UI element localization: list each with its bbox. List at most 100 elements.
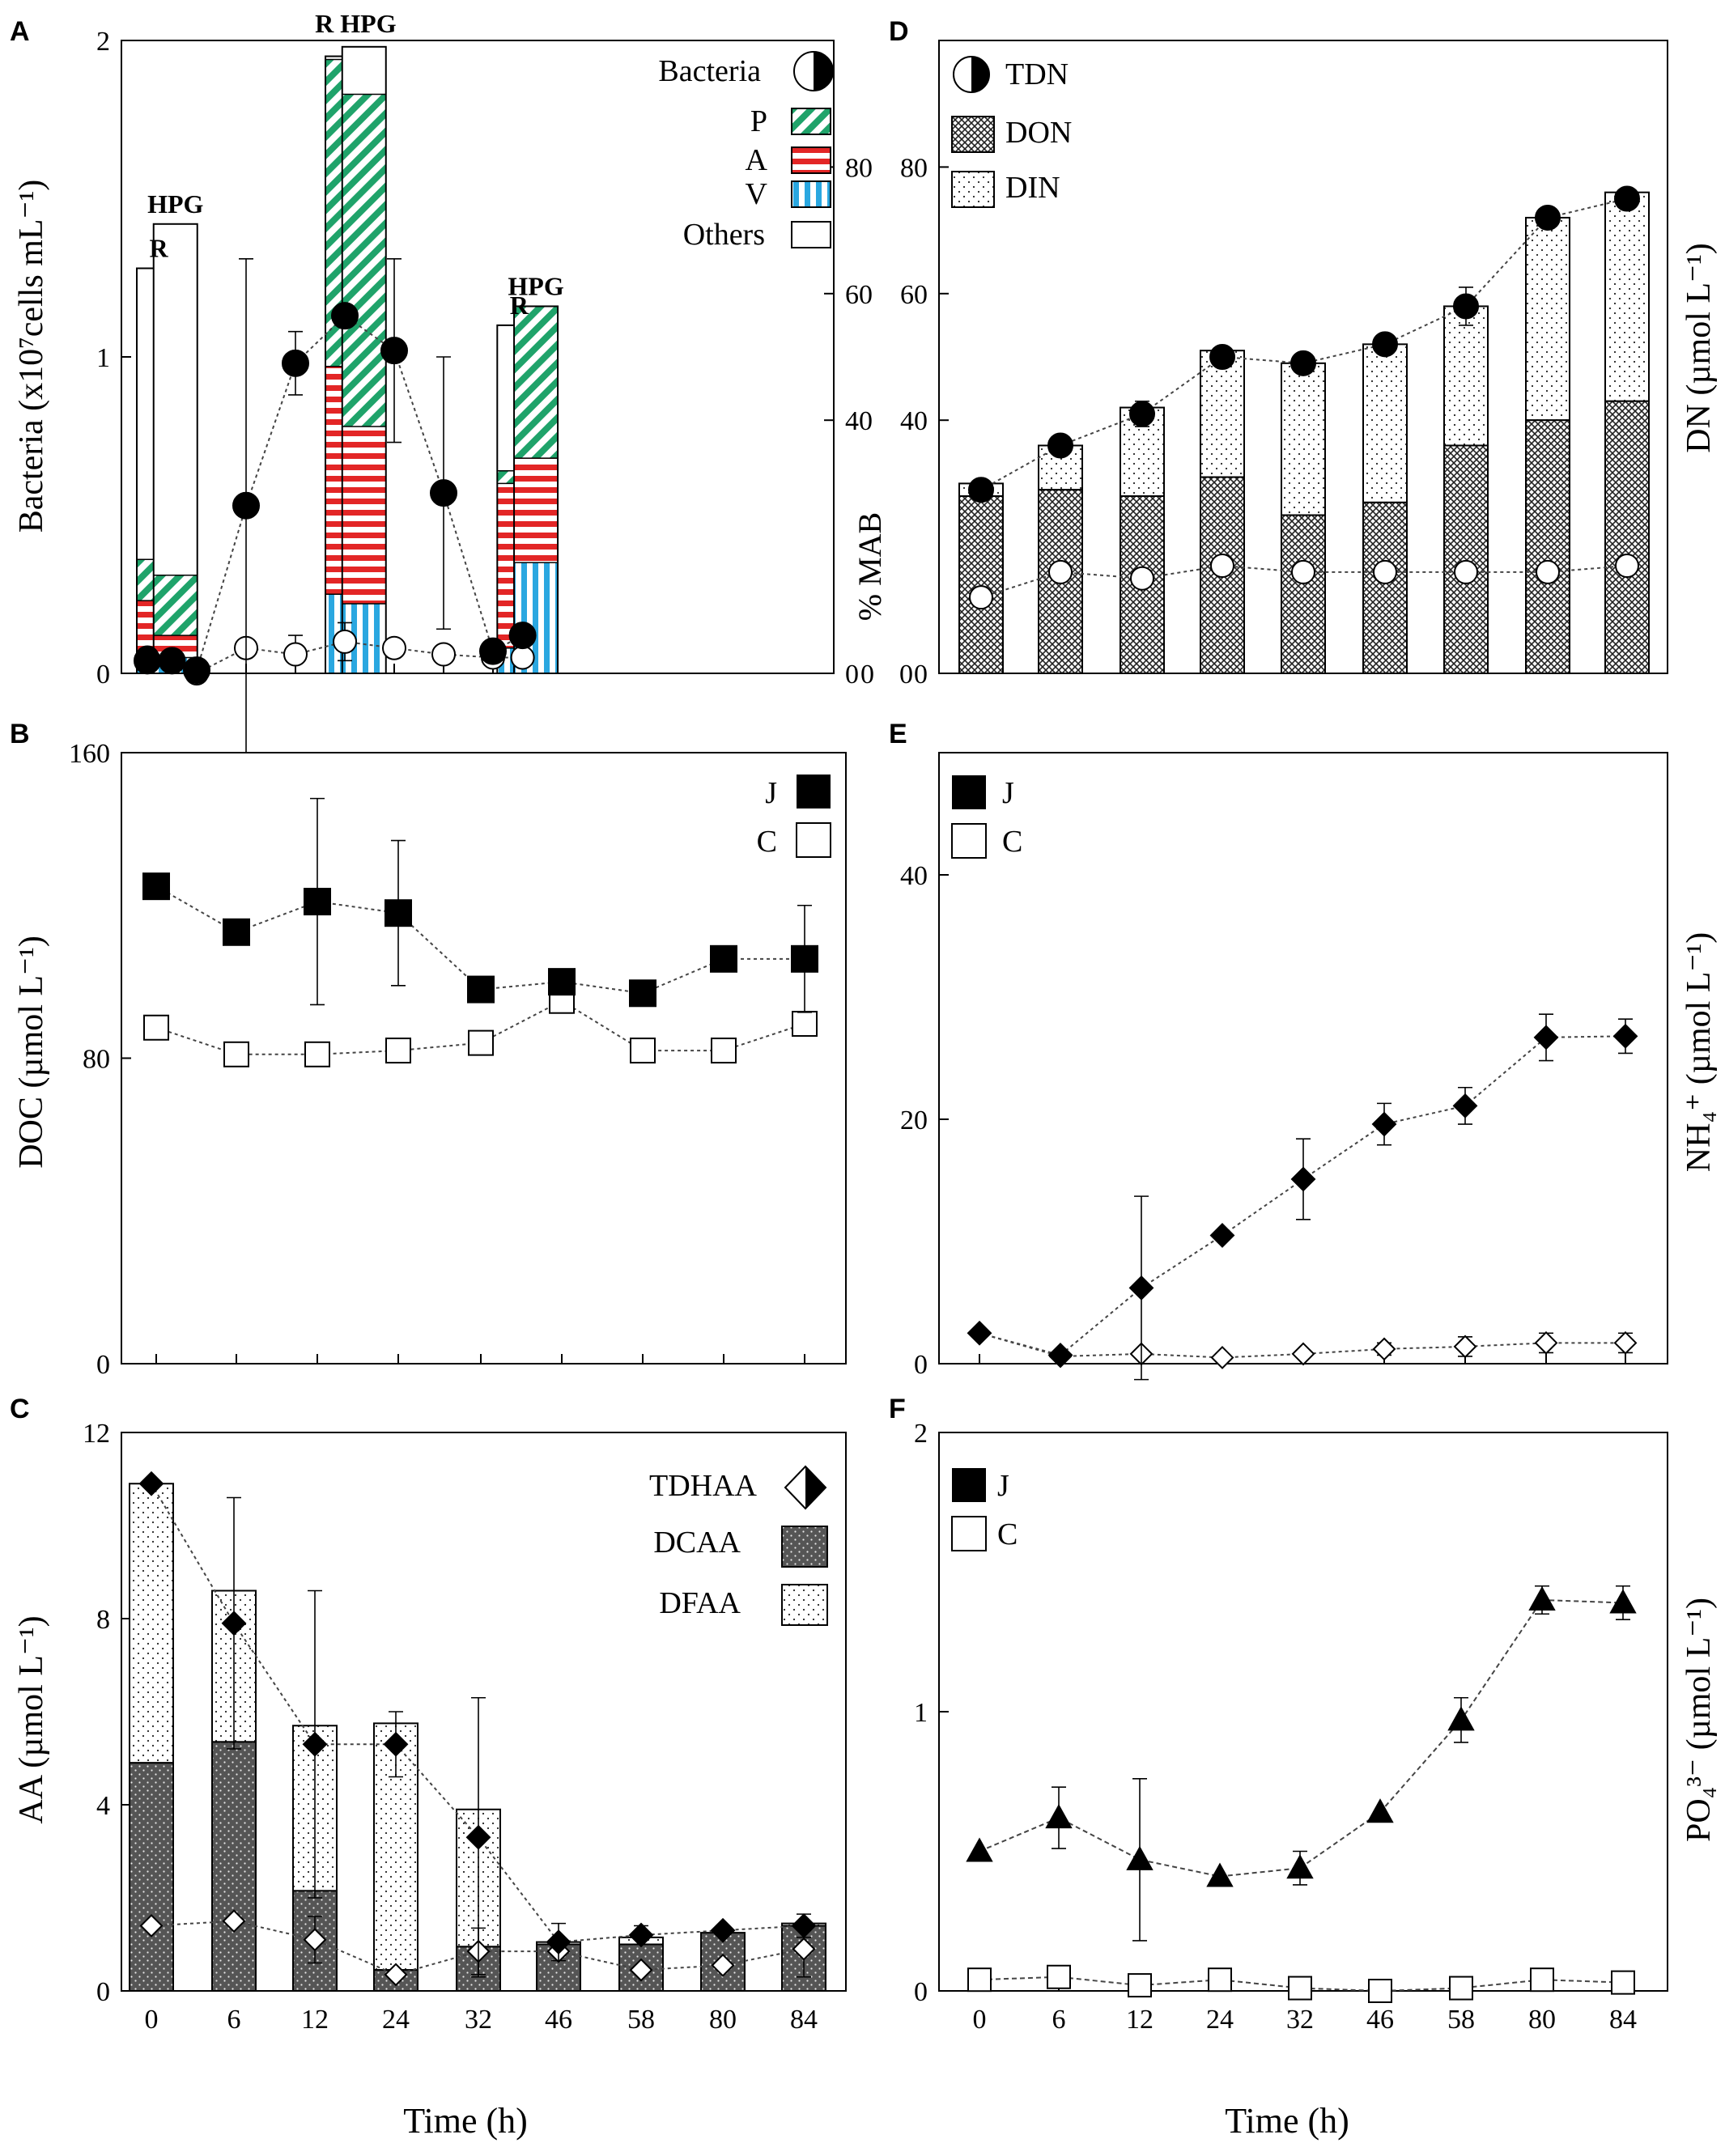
C-series-TDHAA-C-marker xyxy=(629,1958,653,1982)
plot-frame-F xyxy=(938,1432,1668,1992)
panel-label-E: E xyxy=(889,719,907,749)
C-x-tick-label: 0 xyxy=(145,2005,159,2035)
D-bar-DIN xyxy=(1362,343,1408,503)
plot-frame-E xyxy=(938,752,1668,1364)
C-x-tick-label: 46 xyxy=(545,2005,572,2035)
F-series-C-marker xyxy=(1288,1976,1312,2001)
C-series-TDHAA-J-marker xyxy=(710,1917,736,1943)
D-y-tick-label: 40 xyxy=(900,406,928,436)
legend-label-bacteria: Bacteria xyxy=(658,54,761,88)
A-series-J-marker xyxy=(331,302,359,330)
B-series-C-marker xyxy=(792,1011,818,1038)
D-y-tick-label: 60 xyxy=(900,280,928,310)
B-series-J-marker xyxy=(629,979,656,1008)
A-y2-tick-label: 60 xyxy=(845,280,873,310)
E-series-J-marker xyxy=(1128,1275,1154,1301)
C-x-tick-label: 80 xyxy=(709,2005,737,2035)
F-series-J-marker xyxy=(1528,1585,1556,1611)
C-series-TDHAA-J-marker xyxy=(546,1929,571,1955)
F-series-J-marker xyxy=(1126,1845,1154,1870)
plot-content-C: 0 4 8 12 0 6 12 24 32 46 58 80 84 xyxy=(83,1419,826,2035)
E-series-C-marker xyxy=(1210,1346,1234,1369)
D-y-tick-label: 80 xyxy=(900,153,928,183)
B-series-J-marker xyxy=(223,918,250,946)
F-series-J-marker xyxy=(1447,1706,1475,1731)
F-series-J-marker xyxy=(966,1837,993,1862)
F-series-C-marker xyxy=(1449,1976,1473,2001)
C-series-TDHAA-J-marker xyxy=(138,1471,164,1496)
A-bar-seg-P xyxy=(514,306,559,459)
C-series-TDHAA-C-marker xyxy=(711,1953,735,1977)
B-series-J-marker xyxy=(791,944,818,973)
D-series-TDN-C-marker xyxy=(1291,559,1315,584)
C-bar-DFAA xyxy=(129,1483,174,1764)
B-y-tick-label: 160 xyxy=(69,739,110,769)
legend-label-others: Others xyxy=(683,218,765,252)
F-y-tick-label: 0 xyxy=(914,1977,928,2007)
A-y-tick-label: 1 xyxy=(96,343,110,373)
A-series-C-marker xyxy=(431,642,456,667)
C-x-tick-label: 32 xyxy=(465,2005,492,2035)
A-bar-seg-P xyxy=(342,94,386,427)
panel-E: E 0 20 40 NH₄⁺ (µmol L⁻¹) J C xyxy=(889,719,1718,1381)
E-series-C-marker xyxy=(1613,1331,1638,1355)
F-series-C-marker xyxy=(1208,1967,1232,1993)
C-y-tick-label: 8 xyxy=(96,1605,110,1635)
E-series-J-marker xyxy=(1533,1025,1559,1050)
A-bar-seg-others xyxy=(153,223,198,575)
D-bar-DIN xyxy=(1443,305,1489,447)
C-series-TDHAA-J-marker xyxy=(628,1922,654,1948)
A-y-tick-label: 2 xyxy=(96,27,110,57)
F-series-C-marker xyxy=(1611,1970,1635,1995)
C-x-tick-label: 58 xyxy=(627,2005,655,2035)
B-series-J-marker xyxy=(385,899,412,927)
D-series-TDN-J-marker xyxy=(1209,344,1235,370)
D-bar-DIN xyxy=(1281,362,1326,516)
F-series-C-line xyxy=(979,1976,1624,1993)
A-series-C-marker xyxy=(333,629,357,654)
A-series-J-marker xyxy=(508,622,537,650)
E-series-C-marker xyxy=(1372,1337,1396,1361)
B-series-C-marker xyxy=(223,1041,249,1067)
D-bar-DIN xyxy=(1200,350,1245,478)
F-series-J-line xyxy=(979,1598,1624,1878)
legend-C: TDHAA DCAA DFAA xyxy=(649,1465,828,1626)
ylabel-A: Bacteria (x10⁷cells mL⁻¹) xyxy=(13,180,50,533)
F-y-tick-label: 1 xyxy=(914,1698,928,1728)
E-series-C-marker xyxy=(1534,1331,1558,1355)
A-bar-label: R HPG xyxy=(315,9,397,38)
D-series-TDN-C-line xyxy=(980,565,1628,599)
C-series-TDHAA-J-marker xyxy=(221,1611,247,1636)
legend-B: J C xyxy=(757,775,831,859)
ylabel-B: DOC (µmol L⁻¹) xyxy=(13,936,50,1169)
A-series-C-marker xyxy=(283,642,308,667)
D-series-TDN-C-marker xyxy=(1210,554,1234,579)
panel-D: D 0 40 60 80 0 DN (µmol L⁻¹) TDN DON DIN xyxy=(889,16,1718,690)
legend-swatch-V xyxy=(791,180,831,208)
A-bar-label: R xyxy=(149,234,168,263)
F-x-tick-label: 58 xyxy=(1447,2005,1475,2035)
A-bar-label: R xyxy=(510,291,529,320)
B-series-J-marker xyxy=(548,968,576,996)
legend-swatch-DIN xyxy=(951,171,995,208)
xlabel-C: Time (h) xyxy=(403,2101,528,2141)
F-series-J-marker xyxy=(1609,1589,1637,1614)
C-y-tick-label: 4 xyxy=(96,1791,110,1821)
A-series-J-marker xyxy=(183,656,210,685)
legend-E: J C xyxy=(951,775,1022,859)
E-series-C-line xyxy=(979,1332,1625,1359)
C-series-TDHAA-C-marker xyxy=(384,1963,408,1987)
F-series-C-marker xyxy=(1128,1973,1152,1998)
C-series-TDHAA-C-marker xyxy=(139,1914,164,1937)
legend-swatch-DFAA xyxy=(781,1584,828,1626)
F-x-tick-label: 24 xyxy=(1206,2005,1234,2035)
A-bar-seg-others xyxy=(342,46,386,95)
F-series-C-marker xyxy=(1530,1967,1554,1993)
F-series-C-marker xyxy=(1047,1964,1071,1989)
panel-C: C 0 4 8 12 0 6 12 24 32 46 58 80 84 AA (µmol L⁻¹) Ti… xyxy=(10,1394,847,2141)
F-series-J-marker xyxy=(1286,1854,1314,1879)
C-bar-DCAA xyxy=(129,1762,174,1992)
D-series-TDN-J-marker xyxy=(1290,350,1316,376)
